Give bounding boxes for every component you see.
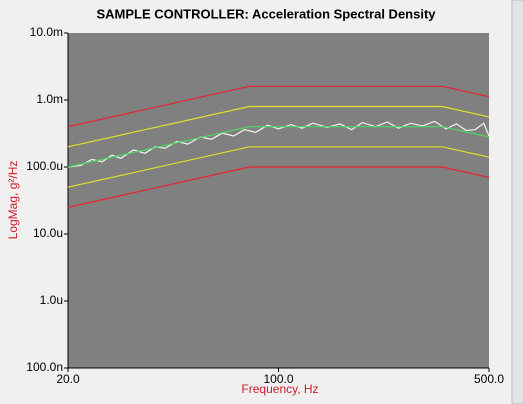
y-tick-label: 100.0u: [26, 159, 63, 173]
x-tick-label: 500.0: [474, 372, 504, 386]
y-tick-label: 10.0u: [33, 226, 63, 240]
series-line: [67, 85, 490, 128]
plot-area: [68, 33, 489, 368]
series-line: [67, 105, 490, 148]
series-line: [67, 126, 490, 168]
series-line: [67, 146, 490, 188]
y-tick-label: 10.0m: [30, 25, 63, 39]
y-tick-label: 1.0m: [36, 92, 63, 106]
chart-title: SAMPLE CONTROLLER: Acceleration Spectral…: [96, 6, 436, 21]
y-tick-label: 1.0u: [40, 293, 63, 307]
scrollbar[interactable]: [511, 0, 524, 404]
y-tick-label: 100.0n: [26, 360, 63, 374]
y-axis-label: LogMag, g²/Hz: [6, 161, 20, 240]
x-tick-label: 20.0: [56, 372, 80, 386]
x-tick-label: 100.0: [263, 372, 293, 386]
series-line: [67, 166, 490, 208]
x-axis-label: Frequency, Hz: [241, 382, 318, 396]
